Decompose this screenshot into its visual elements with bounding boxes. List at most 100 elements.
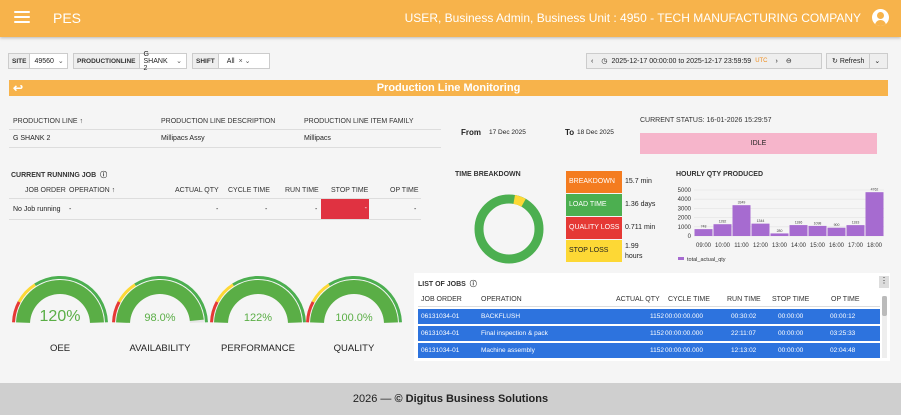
jobs-header-qty[interactable]: ACTUAL QTY xyxy=(616,296,660,303)
cycle-time-header[interactable]: CYCLE TIME xyxy=(228,187,270,194)
from-date: 17 Dec 2025 xyxy=(489,129,526,136)
jobs-title: LIST OF JOBS ⓘ xyxy=(418,281,477,288)
zoom-out-icon[interactable]: ⊖ xyxy=(785,58,792,65)
from-label: From xyxy=(461,128,481,137)
x-tick-label: 10:00 xyxy=(715,243,731,249)
gauge-rim-green xyxy=(134,276,208,323)
footer: 2026 — © Digitus Business Solutions xyxy=(0,383,901,415)
gauge-rim-yellow xyxy=(215,283,234,303)
gauge-label: QUALITY xyxy=(334,343,375,354)
gauge-rim-green xyxy=(34,276,108,323)
line-value: G SHANK 2 xyxy=(13,135,51,142)
page-banner: ↩ Production Line Monitoring xyxy=(9,80,888,96)
shift-filter[interactable]: SHIFT All × ⌄ xyxy=(192,53,270,69)
data-label: 1183 xyxy=(852,221,860,225)
x-tick-label: 09:00 xyxy=(696,243,712,249)
gauge-rim-green xyxy=(232,276,306,323)
more-options-icon[interactable]: ⋮ xyxy=(879,276,889,288)
clock-icon: ◷ xyxy=(601,58,608,65)
refresh-icon: ↻ xyxy=(832,58,838,65)
data-label: 1098 xyxy=(814,221,822,225)
line-family-header[interactable]: PRODUCTION LINE ITEM FAMILY xyxy=(304,118,414,125)
running-job-qty: - xyxy=(216,206,219,213)
op-time-header[interactable]: OP TIME xyxy=(390,187,419,194)
x-tick-label: 15:00 xyxy=(810,243,826,249)
bar xyxy=(713,224,732,236)
running-job-stop: - xyxy=(321,199,369,219)
user-info: USER, Business Admin, Business Unit : 49… xyxy=(404,11,861,25)
gauge-fill xyxy=(310,280,398,323)
operation-header[interactable]: OPERATION ↑ xyxy=(69,187,116,194)
scrollbar[interactable] xyxy=(882,296,887,358)
jobs-header-cycle[interactable]: CYCLE TIME xyxy=(668,296,710,303)
refresh-button[interactable]: ↻ Refresh ⌄ xyxy=(826,53,888,69)
kpi-gauges: 120% OEE 98.0% AVAILABILITY 122% PERFORMANCE 1… xyxy=(12,275,402,354)
job-order-header[interactable]: JOB ORDER xyxy=(25,187,66,194)
gauge-rim-yellow xyxy=(117,283,136,303)
x-tick-label: 11:00 xyxy=(734,243,749,249)
gauge-value: 120% xyxy=(40,308,81,325)
load-time-value: 1.36 days xyxy=(625,201,656,208)
refresh-label: Refresh xyxy=(839,57,865,65)
jobs-header-op[interactable]: OP TIME xyxy=(831,296,860,303)
jobs-header-order[interactable]: JOB ORDER xyxy=(421,296,462,303)
chevron-down-icon: ⌄ xyxy=(57,58,64,65)
time-range-picker[interactable]: ‹ ◷ 2025-12-17 00:00:00 to 2025-12-17 23… xyxy=(586,53,822,69)
production-line-filter[interactable]: PRODUCTIONLINE G SHANK 2 ⌄ xyxy=(73,51,187,72)
to-label: To xyxy=(565,128,575,137)
back-arrow-icon[interactable]: ↩ xyxy=(13,81,24,95)
menu-icon[interactable] xyxy=(14,11,30,24)
data-label: 748 xyxy=(701,225,707,229)
data-label: 1186 xyxy=(795,221,803,225)
line-description-header[interactable]: PRODUCTION LINE DESCRIPTION xyxy=(161,118,276,125)
chevron-down-icon[interactable]: ⌄ xyxy=(874,58,881,65)
stop-loss-value: 1.99 hours xyxy=(625,243,643,260)
actual-qty-header[interactable]: ACTUAL QTY xyxy=(175,187,219,194)
bar xyxy=(789,225,808,236)
gauge-value: 100.0% xyxy=(335,312,373,324)
gauge-fill xyxy=(16,279,104,323)
data-label: 280 xyxy=(777,229,783,233)
data-label: 3349 xyxy=(738,201,746,205)
line-description-value: Millipacs Assy xyxy=(161,135,205,142)
table-row[interactable]: 06131034-01 BACKFLUSH 1152 00:00:00.000 … xyxy=(418,309,880,324)
time-breakdown-title: TIME BREAKDOWN xyxy=(455,171,521,178)
gauge-rim-red xyxy=(12,301,21,323)
bar xyxy=(846,225,865,236)
line-header[interactable]: PRODUCTION LINE ↑ xyxy=(13,118,84,125)
table-row[interactable]: 06131034-01 Final inspection & pack 1152… xyxy=(418,326,880,341)
x-tick-label: 18:00 xyxy=(867,243,883,249)
jobs-header-run[interactable]: RUN TIME xyxy=(727,296,761,303)
footer-year: 2026 — xyxy=(352,393,392,405)
jobs-header-operation[interactable]: OPERATION xyxy=(481,296,522,303)
gauge-value: 122% xyxy=(244,312,272,324)
info-icon: ⓘ xyxy=(469,281,477,288)
running-job-run: - xyxy=(315,206,318,213)
data-label: 1344 xyxy=(757,219,765,223)
run-time-header[interactable]: RUN TIME xyxy=(285,187,319,194)
legend-swatch xyxy=(678,257,684,260)
site-filter[interactable]: SITE 49560 ⌄ xyxy=(8,53,68,69)
table-row[interactable]: 06131034-01 Machine assembly 1152 00:00:… xyxy=(418,343,880,358)
y-tick-label: 1000 xyxy=(678,225,692,231)
app-title: PES xyxy=(53,10,82,26)
jobs-header-stop[interactable]: STOP TIME xyxy=(772,296,810,303)
timezone-badge[interactable]: UTC xyxy=(755,58,768,64)
x-tick-label: 17:00 xyxy=(848,243,864,249)
user-account-icon[interactable] xyxy=(872,9,889,26)
y-tick-label: 4000 xyxy=(678,197,692,203)
clear-icon[interactable]: × ⌄ xyxy=(238,58,251,65)
running-job-cycle: - xyxy=(265,206,268,213)
current-status-label: CURRENT STATUS: 16-01-2026 15:29:57 xyxy=(640,117,772,124)
prev-range-icon[interactable]: ‹ xyxy=(591,57,594,65)
time-breakdown-donut xyxy=(474,194,544,264)
shift-filter-label: SHIFT xyxy=(193,54,219,68)
next-range-icon[interactable]: › xyxy=(775,57,778,65)
stop-time-header[interactable]: STOP TIME xyxy=(331,187,369,194)
data-label: 4762 xyxy=(871,188,879,192)
data-label: 900 xyxy=(834,223,840,227)
gauge-value: 98.0% xyxy=(144,312,175,324)
stop-loss-label: STOP LOSS xyxy=(566,240,622,262)
line-family-value: Millipacs xyxy=(304,135,331,142)
gauge-label: OEE xyxy=(50,343,70,354)
